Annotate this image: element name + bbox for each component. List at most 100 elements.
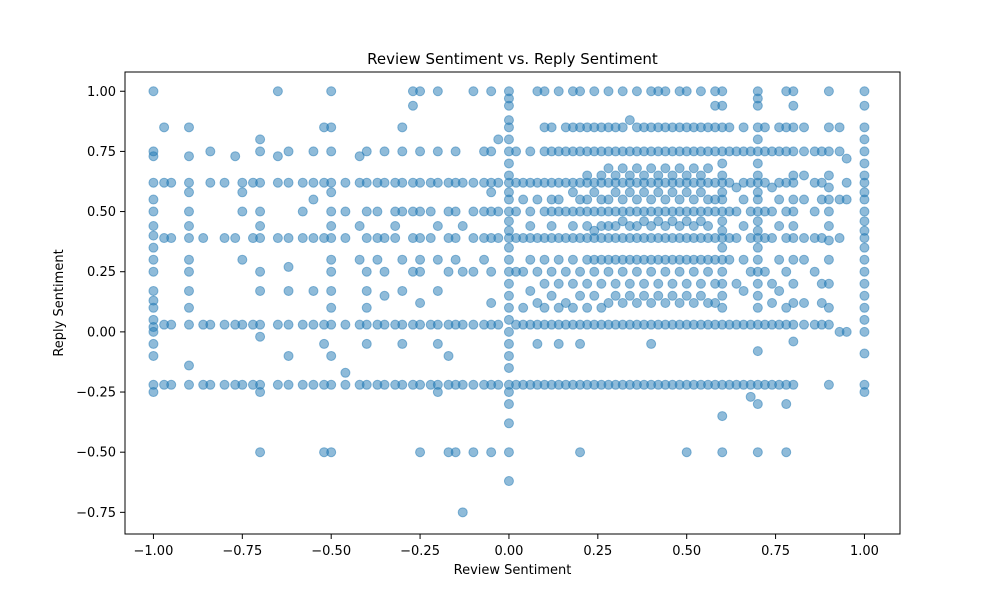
data-point bbox=[297, 177, 308, 188]
data-point bbox=[841, 326, 852, 337]
data-point bbox=[752, 290, 763, 301]
data-point bbox=[361, 177, 372, 188]
data-point bbox=[631, 221, 642, 231]
data-point bbox=[503, 476, 514, 487]
data-point bbox=[415, 86, 426, 97]
data-point bbox=[788, 298, 799, 308]
data-point bbox=[823, 254, 834, 265]
data-point bbox=[486, 266, 497, 277]
y-tick-label: −0.25 bbox=[76, 386, 116, 401]
data-point bbox=[415, 146, 426, 157]
data-point bbox=[724, 254, 735, 265]
data-point bbox=[567, 221, 578, 231]
data-point bbox=[443, 350, 454, 361]
data-point bbox=[660, 86, 671, 97]
data-point bbox=[834, 233, 845, 244]
data-point bbox=[183, 151, 194, 162]
data-point bbox=[166, 319, 177, 330]
data-point bbox=[859, 146, 870, 157]
data-point bbox=[379, 319, 390, 330]
data-point bbox=[717, 266, 728, 277]
data-point bbox=[859, 254, 870, 265]
data-point bbox=[603, 86, 614, 97]
data-point bbox=[788, 206, 799, 217]
data-point bbox=[752, 158, 763, 169]
data-point bbox=[525, 221, 536, 231]
data-point bbox=[717, 86, 728, 97]
data-point bbox=[639, 187, 650, 198]
data-point bbox=[603, 163, 614, 174]
data-point bbox=[752, 399, 763, 410]
data-point bbox=[624, 187, 635, 198]
data-point bbox=[397, 285, 408, 296]
x-tick-label: −0.25 bbox=[400, 544, 440, 559]
data-point bbox=[799, 254, 810, 265]
data-point bbox=[283, 261, 294, 272]
data-point bbox=[823, 379, 834, 390]
data-point bbox=[546, 122, 557, 133]
data-point bbox=[823, 221, 834, 231]
data-point bbox=[450, 233, 461, 244]
data-point bbox=[255, 266, 266, 277]
data-point bbox=[575, 338, 586, 349]
data-point bbox=[674, 221, 685, 231]
data-point bbox=[788, 100, 799, 111]
data-point bbox=[183, 379, 194, 390]
data-point bbox=[283, 319, 294, 330]
data-point bbox=[450, 146, 461, 157]
data-point bbox=[230, 151, 241, 162]
data-point bbox=[688, 221, 699, 231]
data-point bbox=[859, 122, 870, 133]
data-point bbox=[272, 177, 283, 188]
data-point bbox=[539, 302, 550, 313]
data-point bbox=[326, 266, 337, 277]
data-point bbox=[560, 298, 571, 308]
data-point bbox=[589, 86, 600, 97]
data-point bbox=[390, 233, 401, 244]
data-point bbox=[237, 206, 248, 217]
data-point bbox=[397, 122, 408, 133]
x-tick-label: 1.00 bbox=[850, 544, 879, 559]
data-point bbox=[646, 163, 657, 174]
x-tick-label: −0.50 bbox=[311, 544, 351, 559]
data-point bbox=[297, 379, 308, 390]
data-point bbox=[450, 447, 461, 458]
data-point bbox=[379, 177, 390, 188]
data-point bbox=[710, 298, 721, 308]
data-point bbox=[695, 278, 706, 289]
data-point bbox=[859, 242, 870, 253]
data-point bbox=[532, 266, 543, 277]
data-point bbox=[397, 146, 408, 157]
data-point bbox=[205, 379, 216, 390]
data-point bbox=[503, 100, 514, 111]
data-point bbox=[575, 447, 586, 458]
points-layer bbox=[148, 86, 870, 518]
data-point bbox=[752, 216, 763, 227]
data-point bbox=[667, 278, 678, 289]
data-point bbox=[799, 146, 810, 157]
data-point bbox=[340, 206, 351, 217]
data-point bbox=[539, 86, 550, 97]
data-point bbox=[603, 298, 614, 308]
data-point bbox=[667, 290, 678, 301]
data-point bbox=[788, 278, 799, 289]
data-point bbox=[767, 206, 778, 217]
data-point bbox=[297, 233, 308, 244]
data-point bbox=[415, 379, 426, 390]
data-point bbox=[546, 290, 557, 301]
data-point bbox=[503, 290, 514, 301]
data-point bbox=[631, 163, 642, 174]
data-point bbox=[308, 146, 319, 157]
data-point bbox=[468, 177, 479, 188]
data-point bbox=[379, 233, 390, 244]
data-point bbox=[823, 206, 834, 217]
data-point bbox=[230, 233, 241, 244]
data-point bbox=[859, 206, 870, 217]
data-point bbox=[457, 507, 468, 518]
data-point bbox=[148, 338, 159, 349]
y-tick-label: 0.50 bbox=[87, 205, 116, 220]
data-point bbox=[823, 170, 834, 181]
data-point bbox=[859, 387, 870, 398]
data-point bbox=[183, 319, 194, 330]
data-point bbox=[596, 278, 607, 289]
